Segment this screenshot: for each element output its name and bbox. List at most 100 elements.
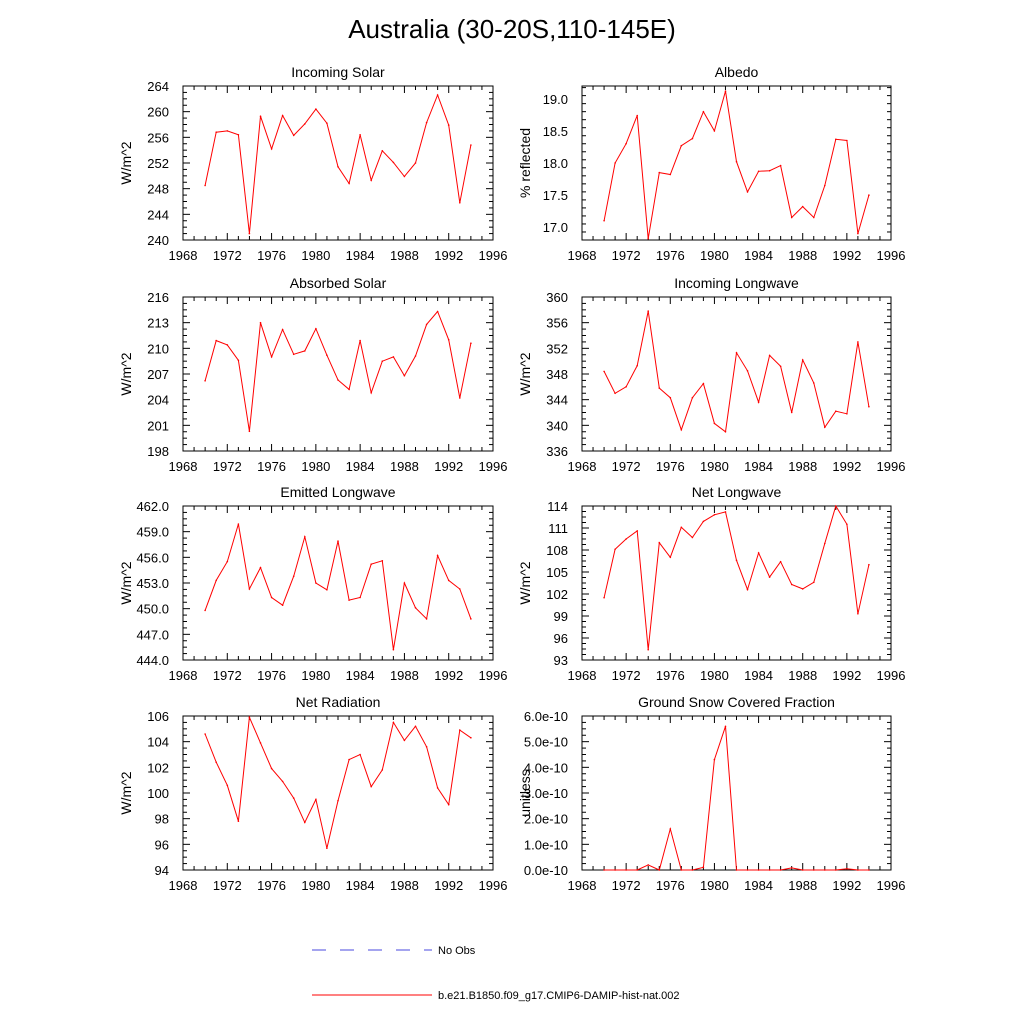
data-point — [713, 130, 716, 132]
data-point — [835, 505, 837, 507]
y-tick-label: 444.0 — [136, 653, 169, 668]
data-point — [691, 396, 694, 399]
data-point — [614, 392, 616, 395]
x-tick-label: 1992 — [832, 668, 861, 683]
data-point — [768, 576, 771, 578]
data-point — [790, 411, 793, 414]
data-line — [204, 310, 472, 432]
y-tick-label: 108 — [546, 543, 568, 558]
data-point — [691, 869, 694, 871]
data-point — [702, 382, 705, 385]
data-point — [857, 869, 859, 871]
plot-frame — [581, 715, 892, 871]
data-point — [835, 869, 837, 871]
data-point — [846, 139, 848, 142]
data-point — [813, 216, 815, 219]
data-point — [868, 869, 870, 871]
y-tick-label: 96 — [155, 837, 169, 852]
y-tick-label: 94 — [155, 863, 169, 878]
panel-title: Net Longwave — [692, 484, 782, 500]
data-point — [348, 758, 350, 761]
data-point — [779, 164, 782, 167]
data-line — [603, 311, 870, 433]
panel-3: Absorbed Solar W/m^2 1968 1972 1976 1980 1984 1… — [118, 275, 507, 474]
y-tick-label: 260 — [147, 105, 169, 120]
data-point — [414, 162, 417, 164]
data-point — [735, 869, 738, 871]
plot-frame — [581, 296, 892, 452]
data-point — [348, 388, 350, 391]
data-point — [237, 134, 240, 136]
data-point — [359, 134, 361, 136]
x-tick-label: 1988 — [788, 459, 817, 474]
x-tick-label: 1988 — [390, 459, 419, 474]
x-tick-label: 1972 — [213, 668, 242, 683]
y-axis-label: % reflected — [517, 128, 533, 198]
x-tick-label: 1988 — [788, 878, 817, 893]
data-point — [625, 538, 627, 540]
data-point — [414, 725, 417, 728]
data-point — [669, 173, 672, 176]
data-point — [315, 327, 317, 330]
data-point — [315, 798, 317, 801]
data-point — [215, 339, 217, 342]
data-point — [436, 554, 439, 557]
data-point — [403, 739, 406, 742]
data-point — [702, 866, 705, 869]
x-tick-label: 1972 — [612, 248, 641, 263]
x-tick-label: 1976 — [257, 668, 286, 683]
data-point — [724, 725, 727, 728]
y-tick-label: 104 — [147, 735, 169, 750]
y-tick-label: 204 — [147, 393, 169, 408]
data-point — [768, 354, 771, 357]
x-tick-label: 1976 — [257, 878, 286, 893]
data-point — [392, 161, 395, 164]
x-tick-label: 1976 — [656, 248, 685, 263]
data-point — [370, 179, 373, 182]
x-tick-label: 1992 — [832, 459, 861, 474]
data-point — [292, 353, 295, 356]
data-point — [658, 171, 661, 174]
data-point — [259, 742, 262, 744]
y-tick-label: 19.0 — [543, 92, 568, 107]
data-point — [658, 869, 661, 871]
data-point — [603, 370, 605, 373]
data-point — [403, 374, 406, 377]
data-point — [237, 359, 240, 362]
x-tick-label: 1972 — [612, 668, 641, 683]
data-point — [259, 566, 262, 569]
data-point — [669, 396, 672, 399]
data-point — [724, 431, 727, 433]
data-point — [425, 746, 428, 748]
data-point — [270, 356, 273, 358]
data-point — [680, 429, 683, 431]
y-tick-label: 96 — [554, 631, 568, 646]
data-point — [237, 820, 240, 822]
data-point — [315, 108, 317, 110]
y-tick-label: 1.0e-10 — [524, 837, 568, 852]
data-point — [392, 356, 395, 358]
data-line — [204, 523, 472, 650]
legend: No Obs b.e21.B1850.f09_g17.CMIP6-DAMIP-hi… — [312, 945, 680, 1002]
y-tick-label: 447.0 — [136, 627, 169, 642]
plot-frame — [182, 505, 494, 661]
panel-title: Net Radiation — [296, 694, 381, 710]
legend-label: b.e21.B1850.f09_g17.CMIP6-DAMIP-hist-nat… — [438, 990, 680, 1002]
data-point — [370, 392, 373, 394]
data-point — [259, 115, 262, 117]
x-tick-label: 1980 — [700, 668, 729, 683]
panel-title: Emitted Longwave — [280, 484, 395, 500]
y-axis-label: W/m^2 — [118, 561, 134, 604]
data-point — [281, 114, 284, 117]
data-point — [735, 559, 738, 562]
data-point — [248, 232, 251, 235]
x-tick-label: 1988 — [390, 878, 419, 893]
data-point — [326, 589, 328, 591]
data-point — [625, 142, 627, 145]
data-point — [790, 867, 793, 869]
data-point — [226, 560, 229, 563]
data-point — [204, 733, 206, 735]
y-tick-label: 453.0 — [136, 576, 169, 591]
data-point — [204, 609, 206, 612]
y-tick-label: 213 — [147, 316, 169, 331]
